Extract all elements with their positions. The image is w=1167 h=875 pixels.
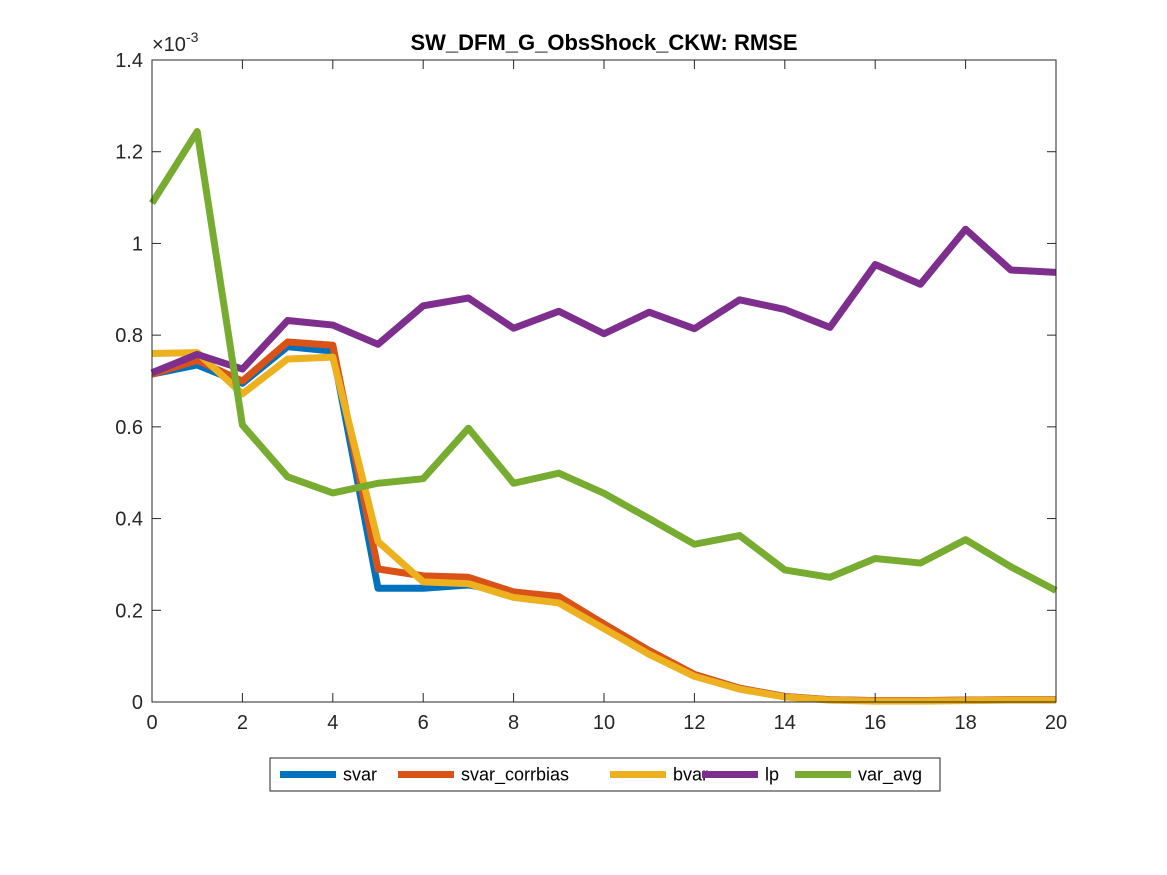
y-tick-label: 0.6 bbox=[115, 417, 143, 439]
y-tick-label: 1.2 bbox=[115, 142, 143, 164]
series-line-bvar bbox=[151, 349, 1056, 705]
legend-label-svar-corrbias: svar_corrbias bbox=[461, 765, 569, 786]
y-exponent-power: -3 bbox=[186, 29, 199, 45]
x-tick-label: 6 bbox=[418, 712, 429, 734]
legend-label-svar: svar bbox=[343, 765, 377, 785]
y-exponent-base: ×10 bbox=[152, 34, 186, 56]
y-tick-label: 1.4 bbox=[115, 50, 143, 72]
y-axis: 0 0.2 0.4 0.6 0.8 1 1.2 1.4 bbox=[115, 50, 1056, 714]
series-line-var-avg bbox=[149, 128, 1058, 594]
x-tick-label: 20 bbox=[1045, 712, 1067, 734]
y-tick-label: 0.8 bbox=[115, 325, 143, 347]
x-tick-label: 0 bbox=[146, 712, 157, 734]
x-tick-label: 18 bbox=[954, 712, 976, 734]
y-tick-label: 0 bbox=[132, 692, 143, 714]
legend: svar svar_corrbias bvar lp var_avg bbox=[269, 757, 941, 792]
x-tick-label: 8 bbox=[508, 712, 519, 734]
x-tick-label: 2 bbox=[237, 712, 248, 734]
legend-label-lp: lp bbox=[765, 765, 779, 785]
legend-label-bvar: bvar bbox=[673, 765, 708, 785]
legend-label-var-avg: var_avg bbox=[858, 765, 922, 786]
y-tick-label: 1 bbox=[132, 233, 143, 255]
x-tick-label: 12 bbox=[683, 712, 705, 734]
y-tick-label: 0.4 bbox=[115, 509, 143, 531]
x-axis: 0 2 4 6 8 10 12 14 16 18 20 bbox=[146, 60, 1067, 734]
series-layer bbox=[149, 128, 1058, 705]
series-line-lp bbox=[150, 225, 1057, 376]
x-tick-label: 10 bbox=[593, 712, 615, 734]
y-tick-label: 0.2 bbox=[115, 600, 143, 622]
x-tick-label: 14 bbox=[774, 712, 796, 734]
chart-title: SW_DFM_G_ObsShock_CKW: RMSE bbox=[410, 30, 797, 55]
y-axis-exponent: ×10-3 bbox=[152, 29, 199, 56]
plot-area bbox=[152, 60, 1056, 702]
x-tick-label: 4 bbox=[327, 712, 338, 734]
x-tick-label: 16 bbox=[864, 712, 886, 734]
